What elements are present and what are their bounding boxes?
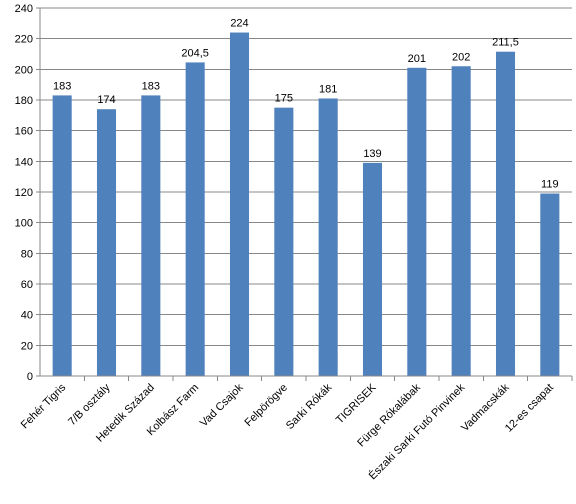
data-label: 204,5 (181, 47, 209, 59)
bar (52, 95, 72, 377)
x-tick-label: 7/B osztály (66, 381, 113, 428)
y-tick-label: 140 (15, 156, 33, 168)
y-tick-label: 200 (15, 64, 33, 76)
data-label: 202 (452, 51, 470, 63)
y-tick-labels: 0 20 40 60 80 100 120 140 160 180 200 220 240 (15, 3, 33, 383)
data-label: 181 (319, 83, 337, 95)
x-tick-label: Felpörögve (243, 382, 290, 429)
data-label: 139 (363, 148, 381, 160)
y-tick-label: 0 (27, 371, 33, 383)
data-label: 201 (408, 53, 426, 65)
data-label: 224 (230, 18, 248, 30)
gridlines (40, 7, 572, 346)
y-tick-label: 240 (15, 3, 33, 15)
x-tick-label: Sarki Rókák (284, 381, 335, 432)
data-label: 119 (541, 179, 559, 191)
y-tick-label: 120 (15, 187, 33, 199)
y-tick-label: 40 (21, 310, 33, 322)
bar (451, 66, 471, 377)
data-label: 183 (53, 80, 71, 92)
bars (52, 32, 560, 377)
y-tick-label: 100 (15, 218, 33, 230)
bar (318, 98, 338, 376)
bar (362, 162, 383, 376)
y-tick-label: 80 (21, 248, 33, 260)
bar (495, 51, 516, 376)
axes (36, 7, 573, 381)
x-tick-label: TIGRISEK (334, 381, 379, 426)
y-tick-label: 20 (21, 340, 33, 352)
bar (229, 32, 250, 377)
y-tick-label: 60 (21, 279, 33, 291)
y-tick-label: 220 (15, 34, 33, 46)
y-tick-label: 180 (15, 95, 33, 107)
x-tick-label: Vad Csajok (198, 381, 246, 429)
y-tick-label: 160 (15, 126, 33, 138)
x-tick-label: Fehér Tigris (19, 381, 69, 431)
data-label: 211,5 (492, 37, 519, 49)
bar (407, 67, 427, 377)
bar (540, 193, 560, 376)
bar (141, 95, 161, 377)
bar (185, 62, 205, 376)
bar (274, 107, 294, 377)
data-label: 175 (275, 93, 293, 105)
data-label: 183 (142, 80, 160, 92)
data-label: 174 (97, 94, 115, 106)
bar (96, 109, 117, 376)
data-labels: 183 174 183 204,5 224 175 181 139 201 202 211,5 119 (53, 18, 559, 191)
